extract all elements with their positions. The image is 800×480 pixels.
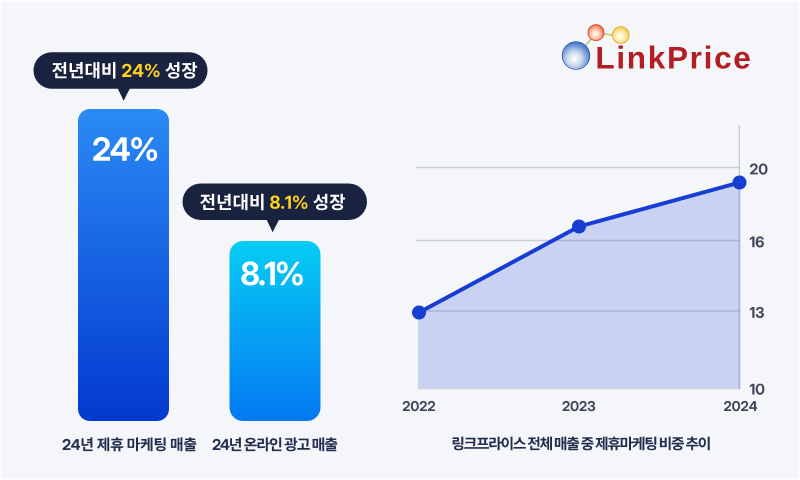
svg-text:LinkPrice: LinkPrice (595, 40, 752, 76)
